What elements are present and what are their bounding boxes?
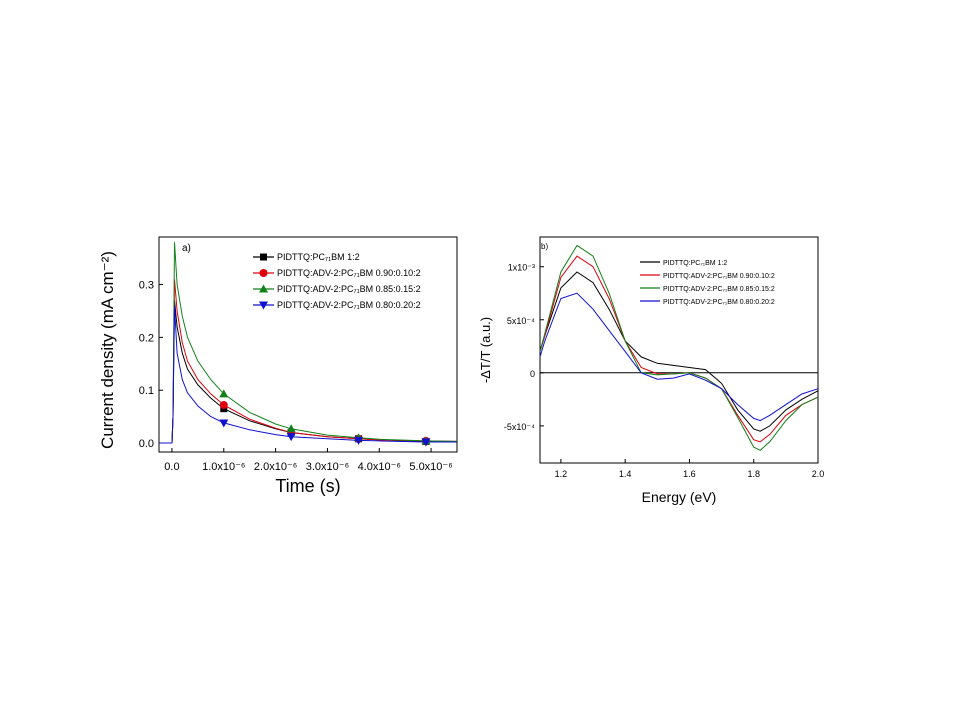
x-tick-label: 5.0x10⁻⁶ xyxy=(409,461,452,473)
y-tick-label: 0.0 xyxy=(139,438,154,450)
series-3-marker xyxy=(421,438,431,447)
x-tick-label: 1.2 xyxy=(555,469,568,479)
legend-marker-3 xyxy=(259,301,268,310)
panel-a-frame xyxy=(158,236,458,453)
legend-label-2: PIDTTQ:ADV-2:PC₇₁BM 0.85:0.15:2 xyxy=(277,284,421,294)
panel-b-transient-absorption: b) Energy (eV) -ΔT/T (a.u.) 1.2 1.4 1.6 1.8… xyxy=(478,236,825,505)
legend-marker-2 xyxy=(259,284,268,293)
series-3-marker xyxy=(354,436,364,445)
legend-label-2: PIDTTQ:ADV-2:PC₇₁BM 0.85:0.15:2 xyxy=(663,286,775,293)
y-tick-label: 1x10⁻³ xyxy=(508,263,535,273)
series-line-3 xyxy=(539,292,819,422)
panel-b-xlabel: Energy (eV) xyxy=(642,489,717,505)
legend-label-0: PIDTTQ:PC₇₁BM 1:2 xyxy=(277,252,360,262)
x-tick-label: 4.0x10⁻⁶ xyxy=(358,461,401,473)
y-tick-label: 0.2 xyxy=(139,332,154,344)
panel-b-frame xyxy=(539,236,819,464)
series-line-0 xyxy=(539,271,819,432)
y-tick-label: 0.1 xyxy=(139,385,154,397)
legend-label-3: PIDTTQ:ADV-2:PC₇₁BM 0.80:0.20:2 xyxy=(663,299,775,306)
panel-b-label: b) xyxy=(541,242,548,251)
panel-a-xlabel: Time (s) xyxy=(275,476,340,496)
legend-label-3: PIDTTQ:ADV-2:PC₇₁BM 0.80:0.20:2 xyxy=(277,300,421,310)
series-2-marker xyxy=(219,389,229,398)
panel-b-ylabel: -ΔT/T (a.u.) xyxy=(478,317,493,383)
series-3-marker xyxy=(286,433,296,442)
series-1-marker xyxy=(219,400,228,409)
x-tick-label: 2.0x10⁻⁶ xyxy=(254,461,297,473)
series-line-1 xyxy=(539,255,819,443)
x-tick-label: 1.6 xyxy=(683,469,696,479)
legend-label-1: PIDTTQ:ADV-2:PC₇₁BM 0.90:0.10:2 xyxy=(277,268,421,278)
panel-a-ylabel: Current density (mA cm⁻²) xyxy=(98,251,117,449)
series-line-3 xyxy=(159,305,457,444)
series-line-0 xyxy=(159,300,458,444)
legend-marker-1 xyxy=(259,269,268,277)
x-tick-label: 1.0x10⁻⁶ xyxy=(202,461,245,473)
legend-marker-0 xyxy=(260,253,267,261)
series-line-2 xyxy=(539,244,819,451)
y-tick-label: -5x10⁻⁴ xyxy=(504,422,535,432)
legend-label-0: PIDTTQ:PC₇₁BM 1:2 xyxy=(663,260,727,267)
x-tick-label: 0.0 xyxy=(164,461,179,473)
panel-a-label: a) xyxy=(182,243,191,254)
y-tick-label: 5x10⁻⁴ xyxy=(507,316,535,326)
series-2-marker xyxy=(286,424,296,433)
x-tick-label: 2.0 xyxy=(812,469,825,479)
y-tick-label: 0 xyxy=(530,369,535,379)
panel-a-transient-current: a) Time (s) Current density (mA cm⁻²) 0.… xyxy=(98,236,458,496)
legend-label-1: PIDTTQ:ADV-2:PC₇₁BM 0.90:0.10:2 xyxy=(663,273,775,280)
x-tick-label: 3.0x10⁻⁶ xyxy=(306,461,349,473)
series-3-marker xyxy=(219,419,229,428)
x-tick-label: 1.8 xyxy=(747,469,760,479)
x-tick-label: 1.4 xyxy=(619,469,632,479)
y-tick-label: 0.3 xyxy=(139,280,154,292)
